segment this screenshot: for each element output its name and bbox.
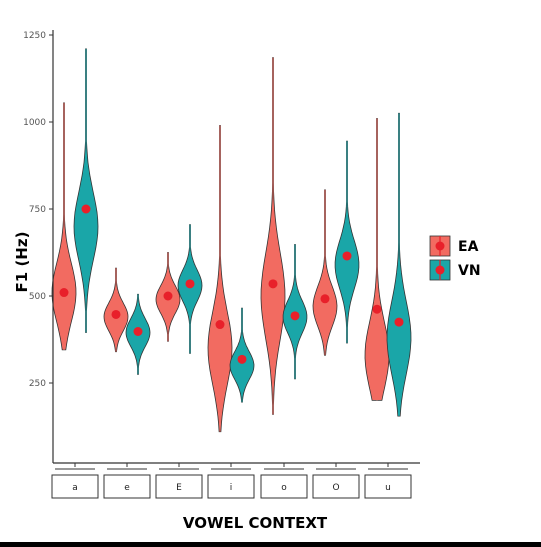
mean-point-vn-E (185, 279, 195, 289)
facet-strip (51, 474, 99, 499)
mean-point-vn-a (81, 204, 91, 214)
mean-point-vn-i (237, 354, 247, 364)
facet-strip (155, 474, 203, 499)
facet-strip (260, 474, 308, 499)
x-axis-title: VOWEL CONTEXT (183, 514, 328, 532)
mean-point-vn-O (342, 251, 352, 261)
mean-point-ea-E (163, 291, 173, 301)
y-tick-label: 1250 (23, 31, 46, 41)
bottom-border (0, 542, 541, 547)
mean-point-ea-u (372, 304, 382, 314)
means-layer (59, 204, 404, 364)
mean-point-ea-o (268, 279, 278, 289)
legend-key-point (435, 265, 445, 275)
facet-strip (364, 474, 412, 499)
facet-label: E (176, 483, 182, 493)
y-tick-label: 1000 (23, 118, 46, 128)
violins-layer (51, 48, 412, 433)
mean-point-ea-e (111, 309, 121, 319)
legend-label-vn: VN (458, 263, 481, 279)
facet-label: e (124, 483, 130, 493)
mean-point-ea-O (320, 294, 330, 304)
mean-point-vn-u (394, 317, 404, 327)
y-tick-label: 750 (29, 205, 46, 215)
mean-point-vn-e (133, 326, 143, 336)
facet-strip (312, 474, 360, 499)
facet-label: a (72, 483, 78, 493)
facet-label: u (385, 483, 391, 493)
facet-strip (103, 474, 151, 499)
facet-label: O (332, 483, 339, 493)
legend: EA VN (429, 235, 481, 281)
mean-point-ea-i (215, 320, 225, 330)
y-tick-label: 250 (29, 379, 46, 389)
facet-label: i (230, 483, 233, 493)
mean-point-ea-a (59, 288, 69, 298)
facet-label: o (281, 483, 287, 493)
legend-key-point (435, 241, 445, 251)
y-tick-label: 500 (29, 292, 46, 302)
mean-point-vn-o (290, 311, 300, 321)
facet-strip (207, 474, 255, 499)
y-ticks-layer: 250 500 750 1000 1250 (23, 31, 53, 389)
legend-label-ea: EA (458, 239, 479, 255)
y-axis-title: F1 (Hz) (13, 232, 31, 293)
